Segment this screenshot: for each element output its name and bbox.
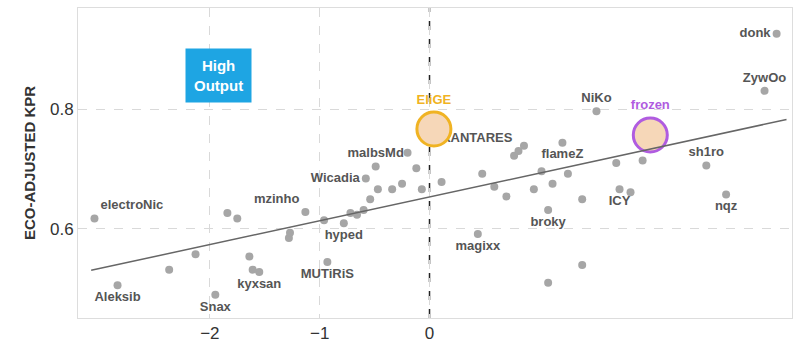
svg-text:Aleksib: Aleksib <box>94 289 140 304</box>
svg-text:frozen: frozen <box>631 97 670 112</box>
svg-text:flameZ: flameZ <box>541 146 583 161</box>
svg-text:hyped: hyped <box>325 227 363 242</box>
svg-text:donk: donk <box>740 25 772 40</box>
svg-text:−1: −1 <box>310 324 329 343</box>
svg-text:0: 0 <box>425 324 434 343</box>
svg-text:Wicadia: Wicadia <box>311 170 361 185</box>
svg-text:HighOutput: HighOutput <box>194 57 243 94</box>
svg-text:EliGE: EliGE <box>417 92 452 107</box>
svg-text:electroNic: electroNic <box>100 197 163 212</box>
svg-text:sh1ro: sh1ro <box>689 144 724 159</box>
svg-text:magixx: magixx <box>455 238 501 253</box>
svg-text:NiKo: NiKo <box>581 90 611 105</box>
svg-text:−2: −2 <box>200 324 219 343</box>
svg-text:MUTiRiS: MUTiRiS <box>301 266 355 281</box>
svg-text:broky: broky <box>530 214 566 229</box>
svg-text:nqz: nqz <box>715 198 738 213</box>
svg-text:Snax: Snax <box>200 299 232 314</box>
svg-text:0.6: 0.6 <box>50 220 74 239</box>
svg-text:0.8: 0.8 <box>50 100 74 119</box>
svg-text:malbsMd: malbsMd <box>348 145 404 160</box>
svg-text:ZywOo: ZywOo <box>743 70 786 85</box>
svg-text:ICY: ICY <box>609 193 631 208</box>
svg-text:kyxsan: kyxsan <box>237 276 281 291</box>
svg-text:ECO-ADJUSTED KPR: ECO-ADJUSTED KPR <box>21 86 38 240</box>
svg-text:XANTARES: XANTARES <box>442 130 513 145</box>
svg-text:mzinho: mzinho <box>254 191 300 206</box>
